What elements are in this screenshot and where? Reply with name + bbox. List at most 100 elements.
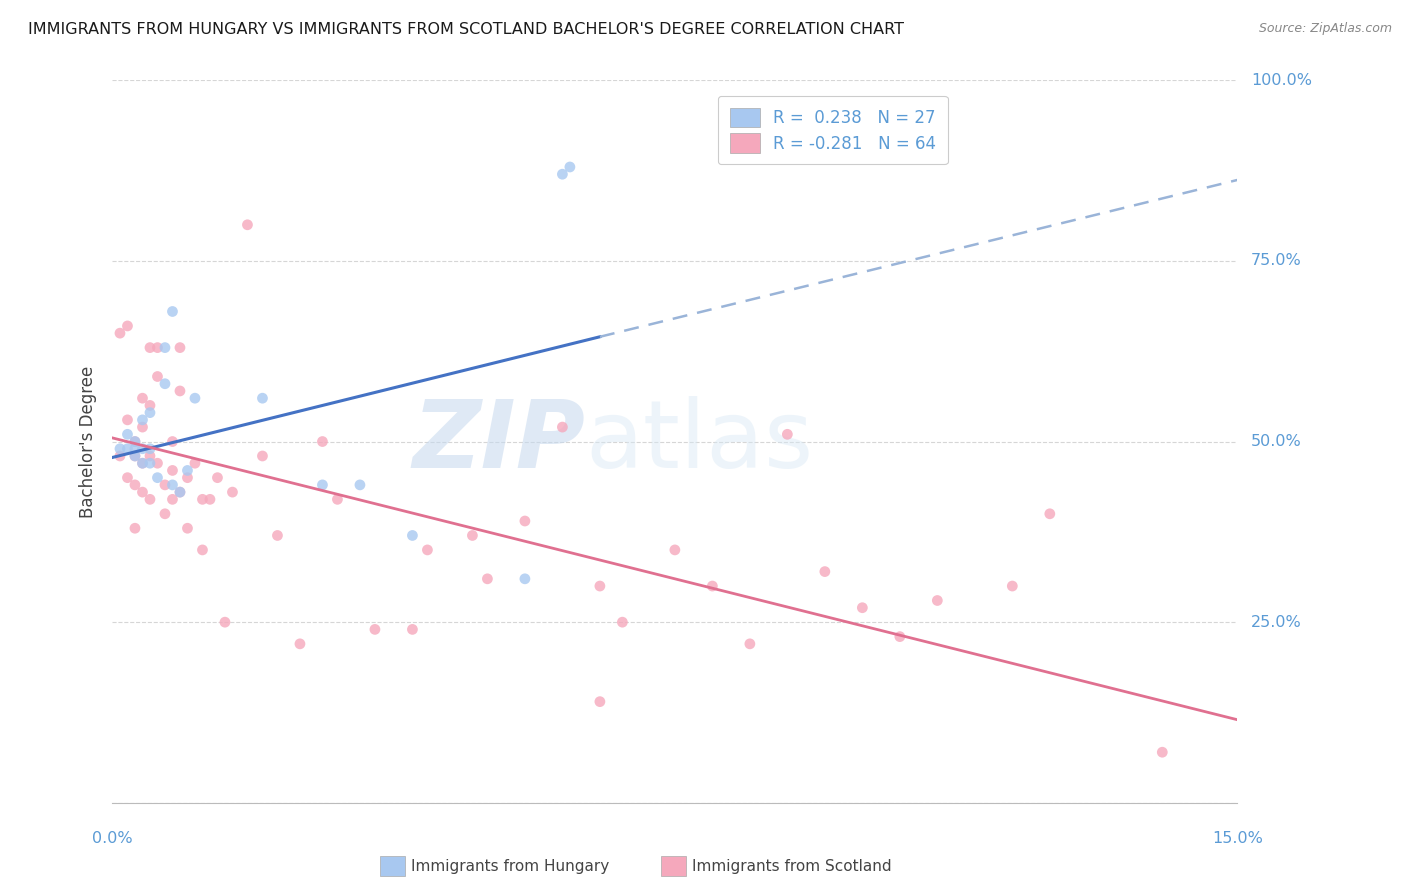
Point	[131, 456, 153, 470]
Point	[1039, 507, 1062, 521]
Point	[162, 434, 184, 449]
Point	[131, 456, 153, 470]
Point	[124, 442, 146, 456]
Point	[702, 579, 724, 593]
Point	[131, 413, 153, 427]
Point	[558, 160, 581, 174]
Point	[153, 478, 176, 492]
Point	[108, 449, 131, 463]
Point	[124, 434, 146, 449]
Point	[513, 514, 536, 528]
Point	[184, 391, 207, 405]
Point	[776, 427, 799, 442]
Point	[214, 615, 236, 630]
Point	[349, 478, 371, 492]
Point	[589, 695, 612, 709]
Point	[311, 478, 333, 492]
Point	[612, 615, 634, 630]
Point	[124, 449, 146, 463]
Point	[477, 572, 499, 586]
Point	[191, 492, 214, 507]
Point	[124, 521, 146, 535]
Text: ZIP: ZIP	[412, 395, 585, 488]
Text: Source: ZipAtlas.com: Source: ZipAtlas.com	[1258, 22, 1392, 36]
Point	[146, 341, 169, 355]
Point	[288, 637, 311, 651]
Point	[146, 456, 169, 470]
Point	[169, 384, 191, 398]
Point	[1001, 579, 1024, 593]
Text: 75.0%: 75.0%	[1251, 253, 1302, 268]
Point	[139, 442, 162, 456]
Point	[169, 485, 191, 500]
Text: IMMIGRANTS FROM HUNGARY VS IMMIGRANTS FROM SCOTLAND BACHELOR'S DEGREE CORRELATIO: IMMIGRANTS FROM HUNGARY VS IMMIGRANTS FR…	[28, 22, 904, 37]
Y-axis label: Bachelor's Degree: Bachelor's Degree	[79, 366, 97, 517]
Point	[191, 542, 214, 557]
Point	[176, 521, 198, 535]
Text: Immigrants from Hungary: Immigrants from Hungary	[411, 859, 609, 873]
Point	[108, 442, 131, 456]
Point	[198, 492, 221, 507]
Text: atlas: atlas	[585, 395, 813, 488]
Point	[589, 579, 612, 593]
Point	[851, 600, 873, 615]
Point	[814, 565, 837, 579]
Point	[124, 478, 146, 492]
Text: 15.0%: 15.0%	[1212, 830, 1263, 846]
Point	[139, 449, 162, 463]
Point	[117, 442, 139, 456]
Text: 50.0%: 50.0%	[1251, 434, 1302, 449]
Point	[176, 470, 198, 484]
Point	[461, 528, 484, 542]
Point	[153, 507, 176, 521]
Point	[124, 434, 146, 449]
Point	[364, 623, 387, 637]
Point	[131, 420, 153, 434]
Point	[117, 413, 139, 427]
Point	[153, 341, 176, 355]
Text: Immigrants from Scotland: Immigrants from Scotland	[692, 859, 891, 873]
Point	[117, 427, 139, 442]
Point	[146, 470, 169, 484]
Point	[117, 318, 139, 333]
Point	[252, 449, 274, 463]
Point	[738, 637, 761, 651]
Point	[131, 391, 153, 405]
Point	[162, 492, 184, 507]
Point	[146, 369, 169, 384]
Point	[117, 470, 139, 484]
Point	[401, 623, 423, 637]
Point	[513, 572, 536, 586]
Point	[889, 630, 911, 644]
Point	[124, 449, 146, 463]
Point	[401, 528, 423, 542]
Point	[139, 406, 162, 420]
Point	[169, 341, 191, 355]
Point	[184, 456, 207, 470]
Point	[139, 398, 162, 412]
Point	[131, 485, 153, 500]
Point	[221, 485, 243, 500]
Point	[252, 391, 274, 405]
Point	[176, 463, 198, 477]
Point	[139, 492, 162, 507]
Point	[927, 593, 949, 607]
Point	[162, 463, 184, 477]
Point	[131, 442, 153, 456]
Legend: R =  0.238   N = 27, R = -0.281   N = 64: R = 0.238 N = 27, R = -0.281 N = 64	[718, 95, 948, 164]
Text: 25.0%: 25.0%	[1251, 615, 1302, 630]
Point	[311, 434, 333, 449]
Point	[551, 420, 574, 434]
Point	[153, 376, 176, 391]
Point	[162, 304, 184, 318]
Point	[1152, 745, 1174, 759]
Point	[139, 341, 162, 355]
Point	[416, 542, 439, 557]
Point	[169, 485, 191, 500]
Point	[236, 218, 259, 232]
Point	[551, 167, 574, 181]
Point	[266, 528, 288, 542]
Text: 100.0%: 100.0%	[1251, 73, 1312, 87]
Point	[139, 456, 162, 470]
Text: 0.0%: 0.0%	[93, 830, 132, 846]
